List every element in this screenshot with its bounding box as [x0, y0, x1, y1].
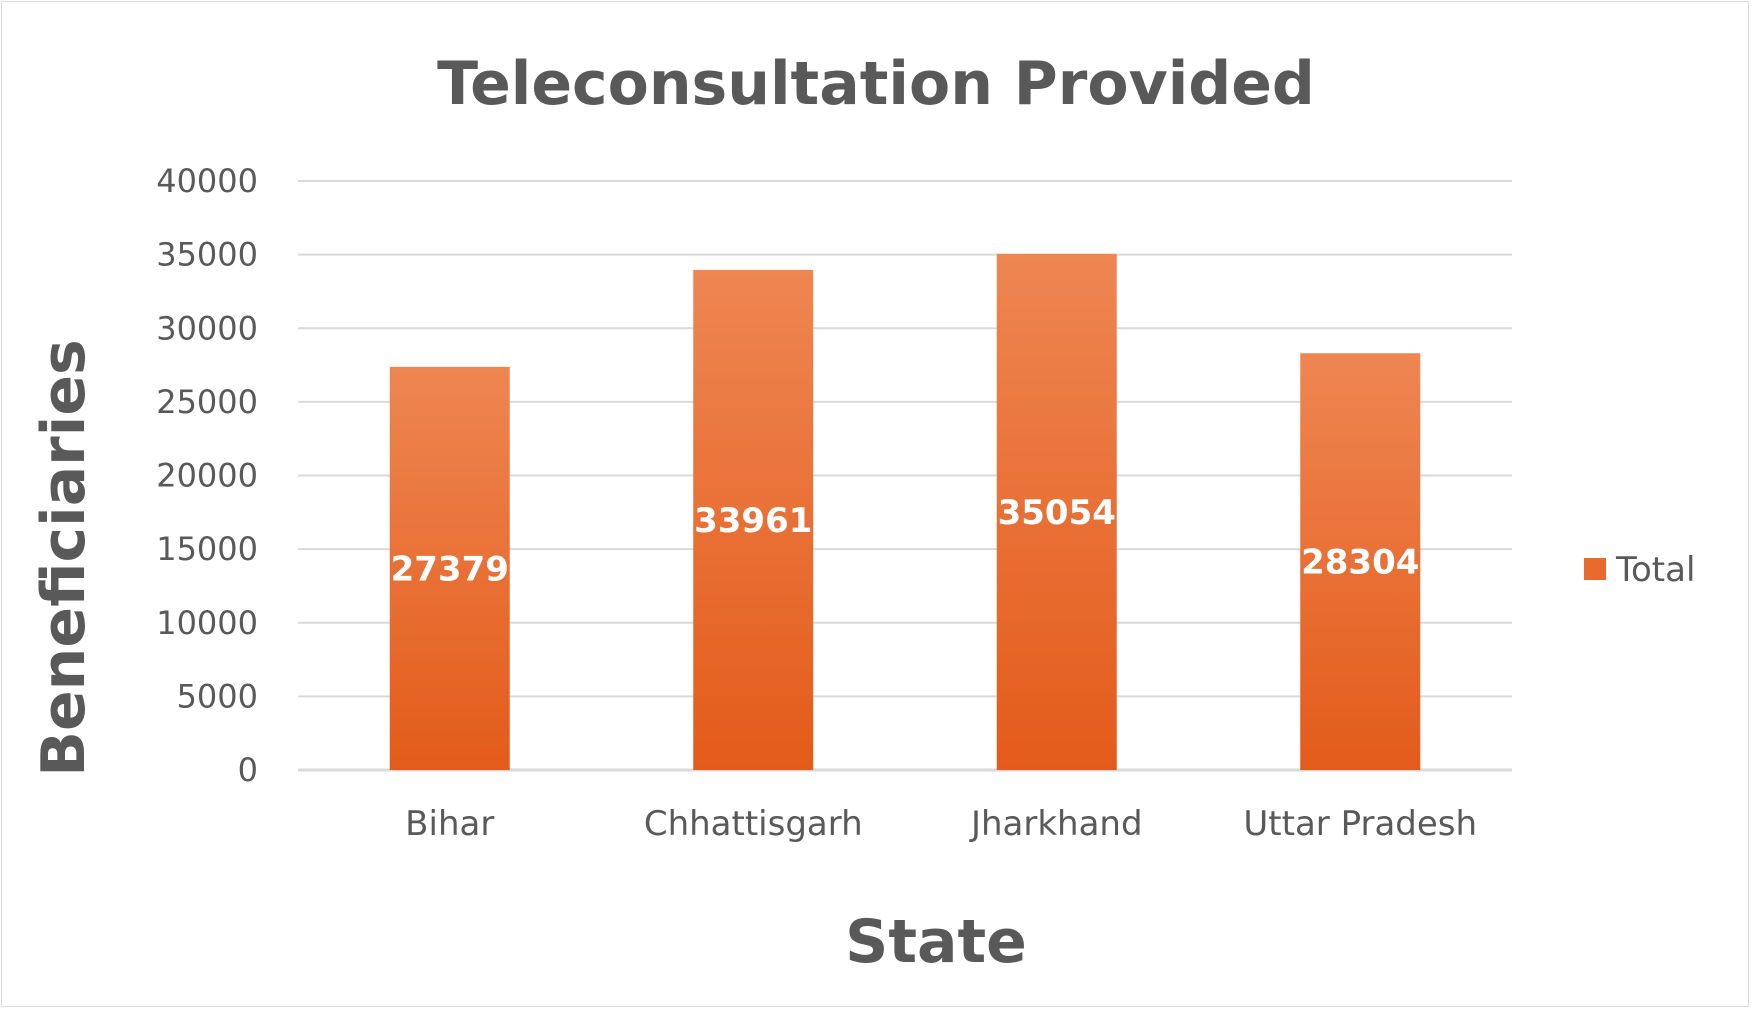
y-tick-labels: 0 5000 10000 15000 20000 25000 30000 35000 40000	[156, 162, 258, 789]
bars	[389, 253, 1421, 771]
chart-title: Teleconsultation Provided	[437, 49, 1315, 119]
y-tick-label: 0	[238, 751, 258, 789]
data-label: 27379	[391, 549, 509, 589]
y-tick-label: 35000	[156, 236, 258, 274]
y-tick-label: 5000	[177, 677, 258, 715]
legend: Total	[1584, 550, 1695, 590]
legend-label: Total	[1615, 550, 1695, 590]
bar	[1300, 353, 1421, 770]
x-tick-label: Jharkhand	[969, 804, 1143, 844]
x-tick-label: Bihar	[405, 804, 494, 844]
bar	[996, 253, 1117, 771]
y-axis-title: Beneficiaries	[29, 339, 99, 777]
bar	[693, 269, 814, 770]
data-labels: 27379 33961 35054 28304	[391, 493, 1420, 590]
x-tick-label: Uttar Pradesh	[1243, 804, 1477, 844]
x-axis-title: State	[845, 907, 1027, 977]
y-tick-label: 15000	[156, 530, 258, 568]
y-tick-label: 10000	[156, 604, 258, 642]
x-tick-label: Chhattisgarh	[644, 804, 863, 844]
data-label: 33961	[694, 501, 812, 541]
y-tick-label: 25000	[156, 383, 258, 421]
data-label: 35054	[998, 493, 1116, 533]
y-tick-label: 40000	[156, 162, 258, 200]
y-tick-label: 30000	[156, 309, 258, 347]
legend-swatch	[1584, 558, 1606, 580]
x-tick-labels: Bihar Chhattisgarh Jharkhand Uttar Pradesh	[405, 804, 1477, 844]
data-label: 28304	[1301, 543, 1419, 583]
y-tick-label: 20000	[156, 457, 258, 495]
bar	[389, 366, 510, 770]
